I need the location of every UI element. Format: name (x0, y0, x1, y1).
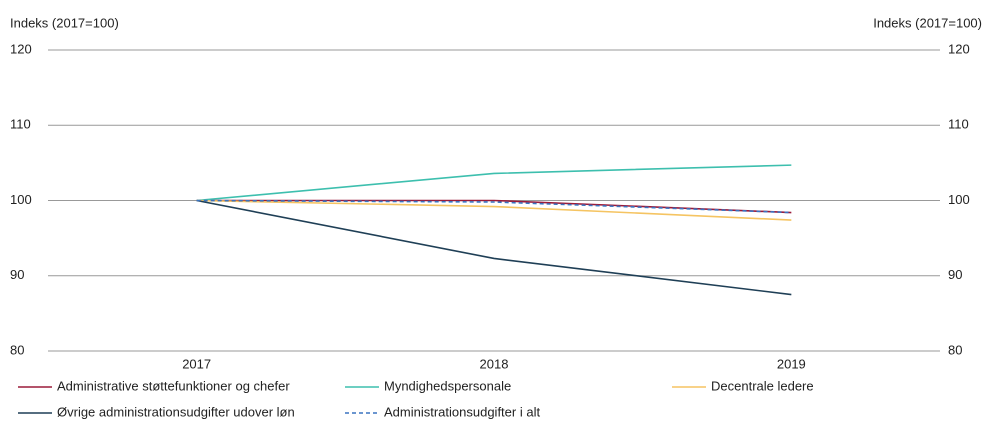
y2-tick-label: 90 (948, 267, 962, 282)
y-axis-label: Indeks (2017=100) (10, 15, 119, 30)
legend-label: Administrationsudgifter i alt (384, 404, 540, 419)
y2-tick-label: 120 (948, 41, 970, 56)
legend-label: Øvrige administrationsudgifter udover lø… (57, 404, 295, 419)
y2-axis-label: Indeks (2017=100) (873, 15, 982, 30)
series-line (196, 199, 792, 214)
series-line (196, 199, 792, 221)
y-tick-label: 100 (10, 192, 32, 207)
series-line (196, 199, 792, 296)
legend-label: Decentrale ledere (711, 378, 814, 393)
x-tick-label: 2017 (182, 356, 211, 371)
y-tick-label: 120 (10, 41, 32, 56)
x-tick-label: 2019 (777, 356, 806, 371)
y2-tick-label: 80 (948, 342, 962, 357)
x-tick-label: 2018 (480, 356, 509, 371)
legend-label: Administrative støttefunktioner og chefe… (57, 378, 290, 393)
y2-tick-label: 100 (948, 192, 970, 207)
series-line (196, 164, 792, 202)
y-tick-label: 90 (10, 267, 24, 282)
legend-label: Myndighedspersonale (384, 378, 511, 393)
y2-tick-label: 110 (948, 117, 969, 132)
y-tick-label: 110 (10, 117, 31, 132)
y-tick-label: 80 (10, 342, 24, 357)
